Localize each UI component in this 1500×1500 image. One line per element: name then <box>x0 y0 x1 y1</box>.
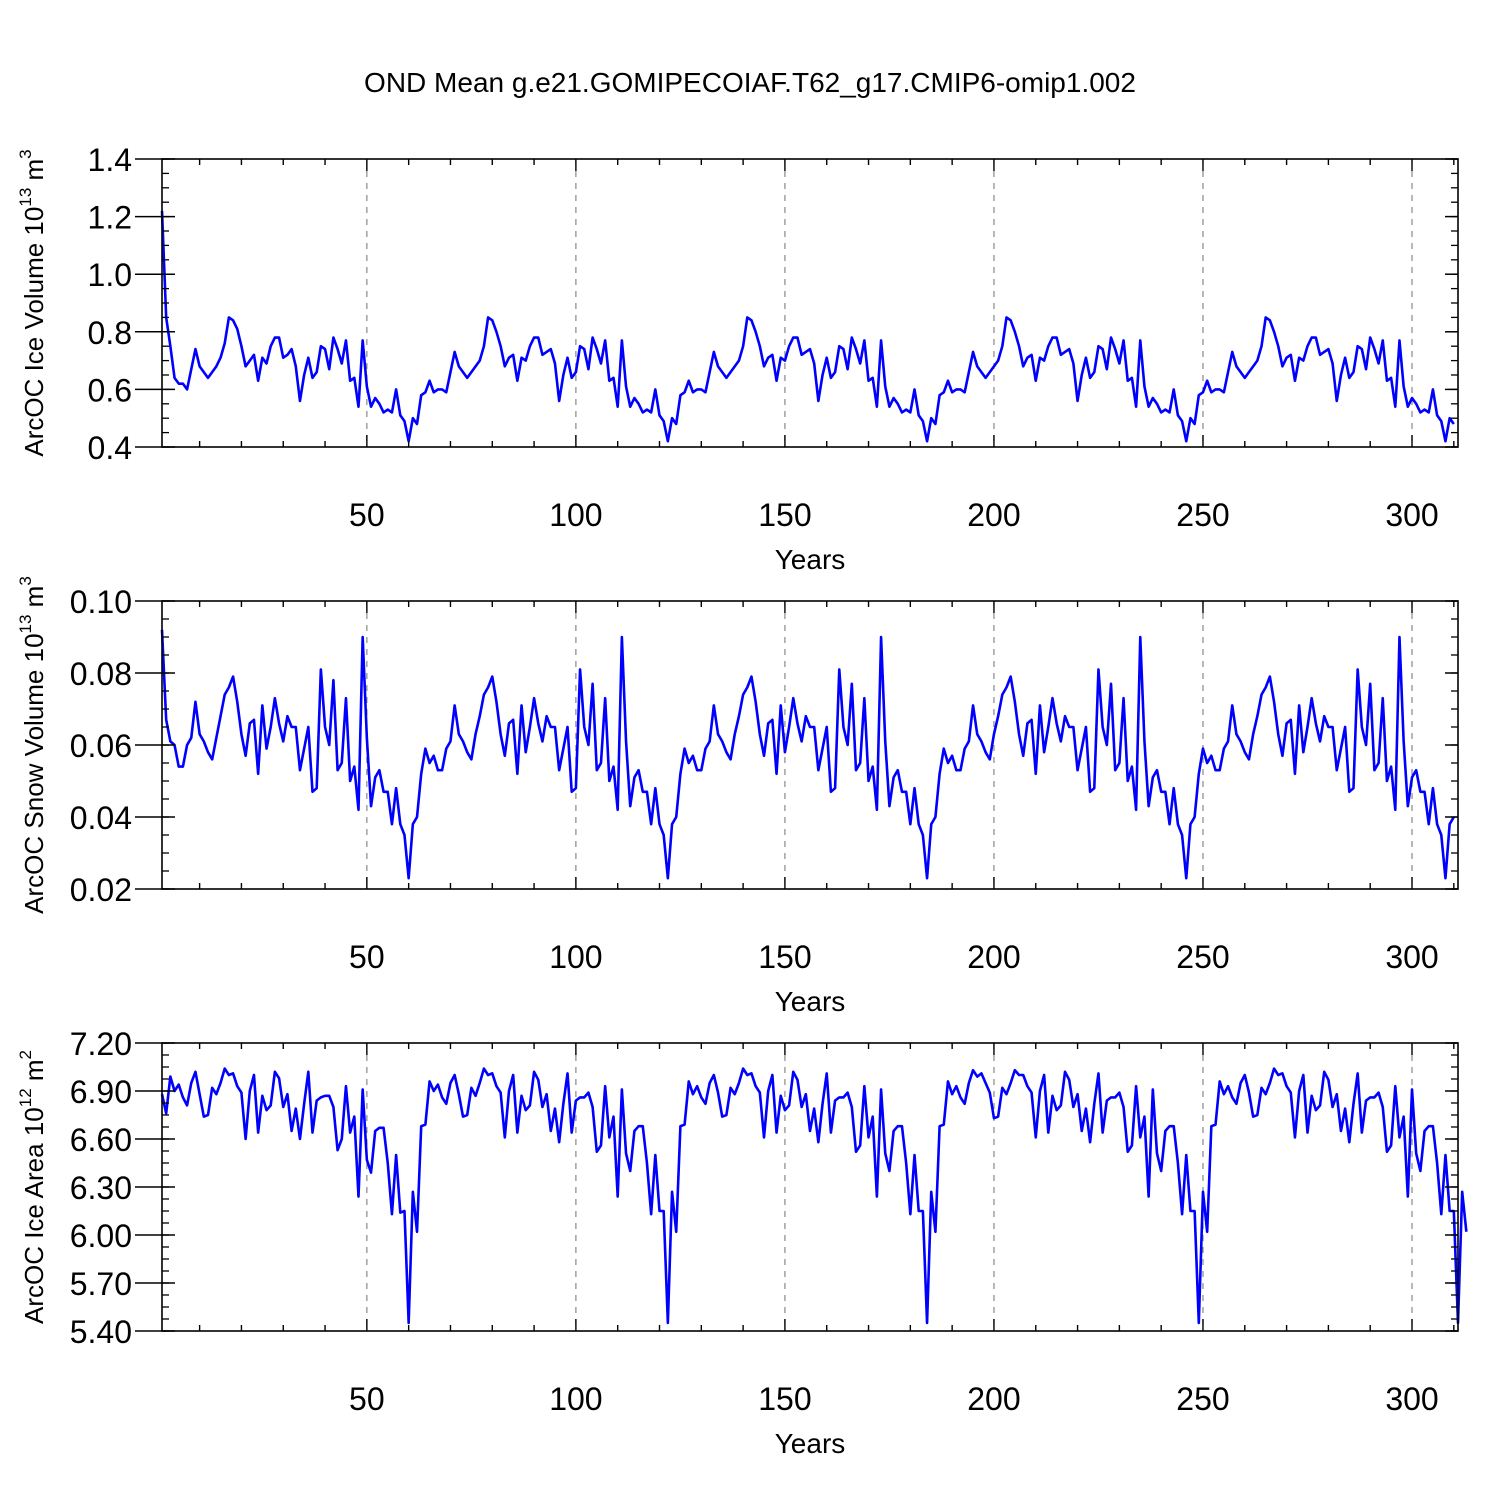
plot-frame <box>161 1042 1459 1332</box>
x-tick-label: 300 <box>1385 497 1438 533</box>
panel-3: 5.40 5.70 6.00 6.30 6.60 6.90 7.20 50 100 150 200 2… <box>16 1026 1468 1459</box>
x-tick-label: 50 <box>349 1381 385 1417</box>
y-tick-label: 6.90 <box>70 1074 132 1110</box>
x-tick-label: 200 <box>967 1381 1020 1417</box>
y-tick-label: 0.8 <box>88 315 132 351</box>
x-tick-label: 250 <box>1176 1381 1229 1417</box>
y-tick-label: 0.06 <box>70 728 132 764</box>
y-tick-label: 0.4 <box>88 430 132 466</box>
x-tick-label: 150 <box>758 939 811 975</box>
y-tick-label: 6.30 <box>70 1170 132 1206</box>
panel-2: 0.02 0.04 0.06 0.08 0.10 50 100 150 200 250 300 Yea… <box>16 576 1459 1017</box>
x-tick-label: 300 <box>1385 939 1438 975</box>
y-tick-label: 1.0 <box>88 257 132 293</box>
x-tick-label: 300 <box>1385 1381 1438 1417</box>
x-tick-label: 100 <box>549 1381 602 1417</box>
series-line <box>160 1067 1468 1325</box>
y-tick-label: 0.6 <box>88 372 132 408</box>
x-tick-label: 200 <box>967 939 1020 975</box>
y-tick-label: 5.40 <box>70 1314 132 1350</box>
y-tick-label: 0.08 <box>70 656 132 692</box>
y-tick-label: 0.10 <box>70 584 132 620</box>
y-tick-label: 1.4 <box>88 142 132 178</box>
x-tick-label: 50 <box>349 497 385 533</box>
x-axis-label: Years <box>775 1428 846 1459</box>
series-line <box>160 629 1455 880</box>
panel-1: 0.4 0.6 0.8 1.0 1.2 1.4 50 100 150 200 250 300 Years… <box>16 142 1459 575</box>
x-tick-label: 150 <box>758 1381 811 1417</box>
y-axis-label: ArcOC Ice Area 1012 m2 <box>16 1050 49 1324</box>
x-axis-label: Years <box>775 986 846 1017</box>
x-tick-label: 150 <box>758 497 811 533</box>
chart-title: OND Mean g.e21.GOMIPECOIAF.T62_g17.CMIP6… <box>364 67 1136 98</box>
y-tick-label: 0.02 <box>70 872 132 908</box>
x-tick-label: 100 <box>549 939 602 975</box>
series-line <box>160 210 1455 443</box>
y-tick-label: 1.2 <box>88 200 132 236</box>
y-axis-label: ArcOC Snow Volume 1013 m3 <box>16 576 49 914</box>
y-tick-label: 6.60 <box>70 1122 132 1158</box>
plot-frame <box>161 158 1459 448</box>
y-tick-label: 7.20 <box>70 1026 132 1062</box>
x-axis-label: Years <box>775 544 846 575</box>
y-tick-label: 5.70 <box>70 1266 132 1302</box>
x-tick-label: 250 <box>1176 939 1229 975</box>
x-tick-label: 100 <box>549 497 602 533</box>
x-tick-label: 50 <box>349 939 385 975</box>
y-tick-label: 0.04 <box>70 800 132 836</box>
x-tick-label: 250 <box>1176 497 1229 533</box>
y-axis-label: ArcOC Ice Volume 1013 m3 <box>16 149 49 456</box>
x-tick-label: 200 <box>967 497 1020 533</box>
plot-frame <box>161 600 1459 890</box>
y-tick-label: 6.00 <box>70 1218 132 1254</box>
